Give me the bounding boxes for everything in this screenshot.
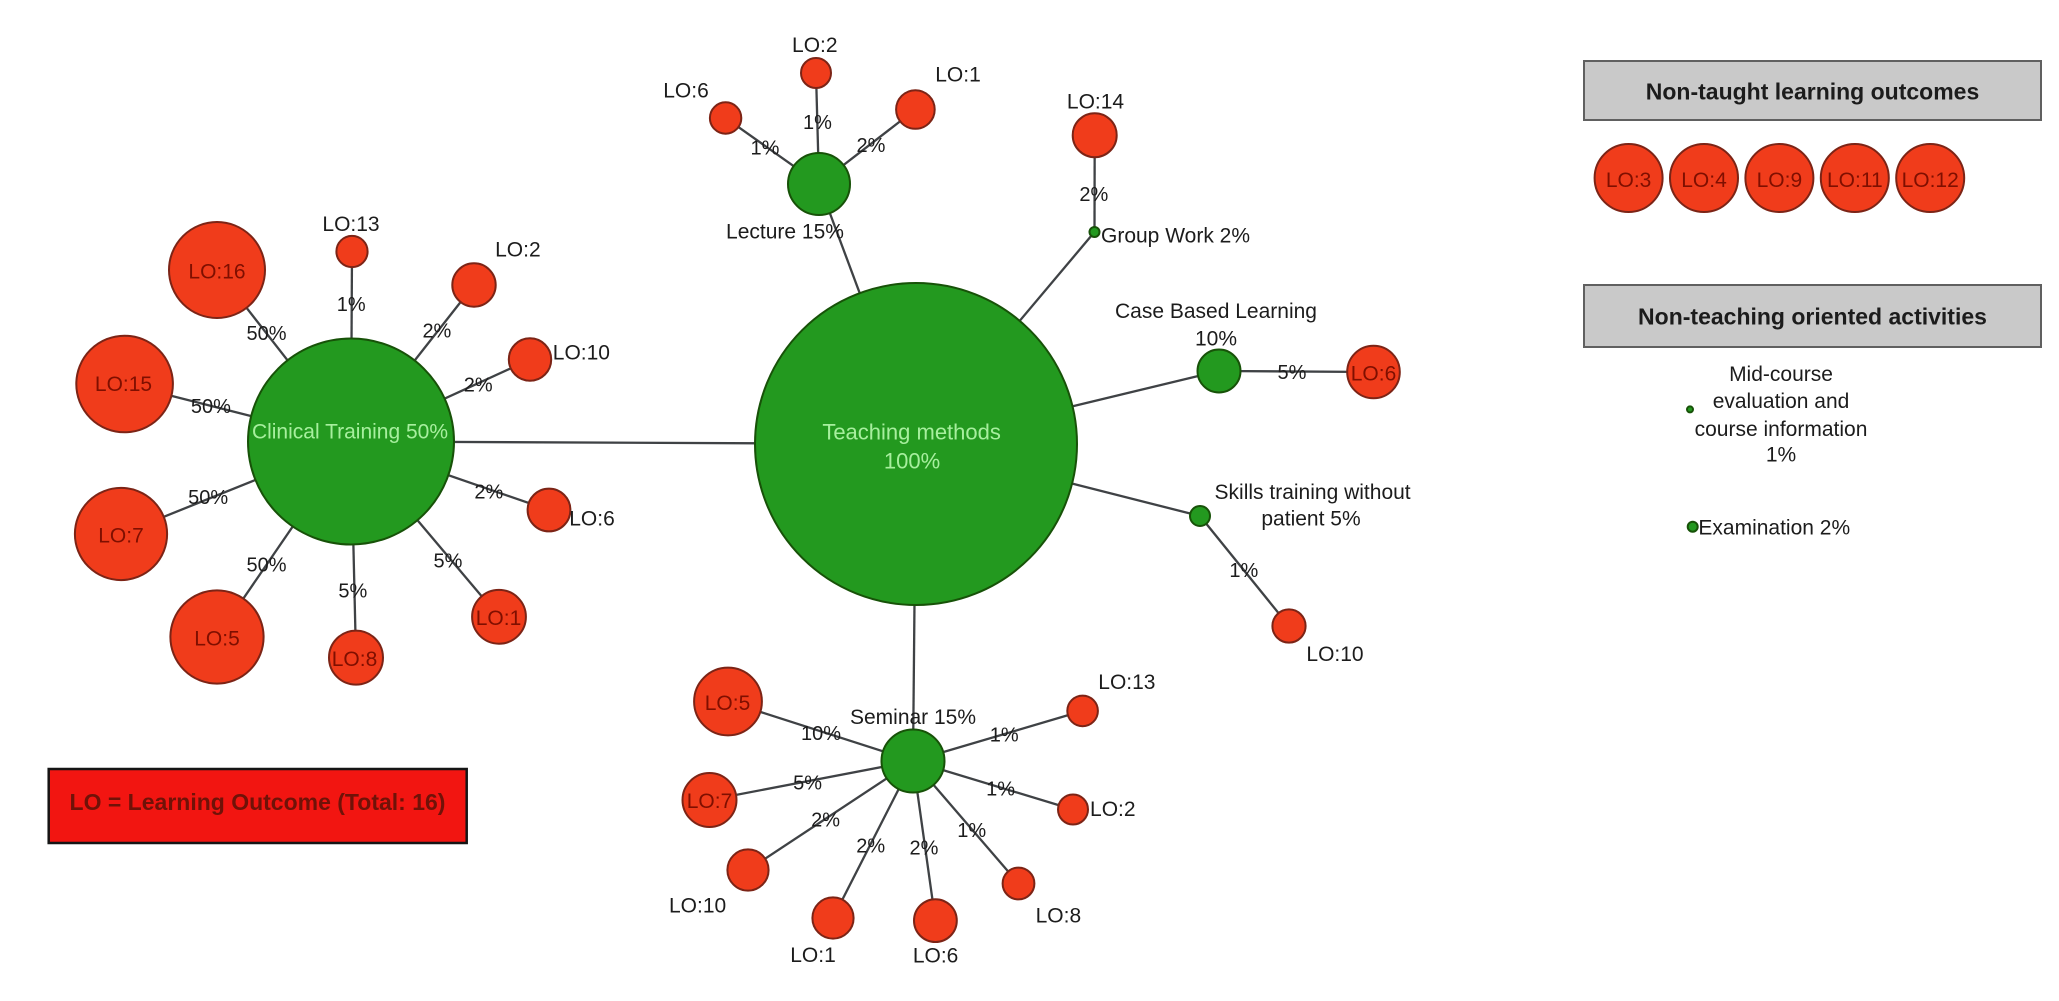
svg-text:LO:4: LO:4 [1681,169,1727,192]
svg-text:Clinical Training 50%: Clinical Training 50% [252,420,448,443]
svg-text:LO:2: LO:2 [495,239,541,262]
svg-text:Non-teaching oriented activiti: Non-teaching oriented activities [1638,304,1987,330]
svg-text:50%: 50% [246,323,286,345]
svg-text:1%: 1% [803,112,832,134]
svg-text:LO:13: LO:13 [322,213,379,236]
svg-text:5%: 5% [1278,362,1307,384]
svg-text:2%: 2% [422,320,451,342]
svg-text:LO:1: LO:1 [476,607,522,630]
svg-text:LO:12: LO:12 [1902,169,1959,192]
svg-text:1%: 1% [1766,444,1796,467]
svg-text:LO:6: LO:6 [663,79,709,102]
svg-text:50%: 50% [188,487,228,509]
svg-text:Mid-course: Mid-course [1729,363,1833,386]
svg-text:LO:6: LO:6 [569,508,615,531]
svg-text:LO:1: LO:1 [935,63,981,86]
svg-text:Skills training without: Skills training without [1215,481,1411,504]
svg-text:LO:7: LO:7 [687,790,733,813]
svg-text:LO:15: LO:15 [95,373,152,396]
svg-text:LO:2: LO:2 [792,34,838,57]
svg-text:course information: course information [1695,418,1868,441]
svg-text:evaluation and: evaluation and [1713,390,1850,413]
svg-text:LO:5: LO:5 [194,627,240,650]
svg-text:100%: 100% [884,449,940,474]
svg-text:2%: 2% [856,836,885,858]
svg-text:2%: 2% [464,374,493,396]
svg-text:1%: 1% [337,294,366,316]
svg-text:LO:9: LO:9 [1757,169,1803,192]
svg-text:2%: 2% [857,135,886,157]
svg-text:Examination 2%: Examination 2% [1698,516,1850,539]
svg-text:LO:5: LO:5 [705,692,751,715]
svg-text:1%: 1% [1229,560,1258,582]
svg-text:LO:3: LO:3 [1606,169,1652,192]
svg-text:2%: 2% [1079,184,1108,206]
svg-text:LO:1: LO:1 [790,944,836,967]
svg-text:LO:6: LO:6 [1351,362,1397,385]
svg-text:5%: 5% [434,551,463,573]
svg-text:2%: 2% [811,809,840,831]
svg-text:1%: 1% [957,820,986,842]
svg-text:LO:10: LO:10 [669,894,726,917]
svg-text:2%: 2% [910,837,939,859]
svg-text:LO:11: LO:11 [1827,169,1883,192]
svg-text:Case Based Learning: Case Based Learning [1115,300,1317,323]
svg-text:LO:14: LO:14 [1067,90,1125,113]
svg-text:LO:16: LO:16 [188,260,245,283]
svg-text:LO:7: LO:7 [98,524,144,547]
svg-text:LO:2: LO:2 [1090,798,1136,821]
svg-text:Teaching methods: Teaching methods [822,420,1001,445]
svg-text:2%: 2% [474,482,503,504]
svg-text:LO:8: LO:8 [332,648,378,671]
svg-text:LO:10: LO:10 [1306,643,1363,666]
svg-text:1%: 1% [986,779,1015,801]
svg-text:5%: 5% [338,581,367,603]
svg-text:LO:6: LO:6 [913,944,959,967]
svg-text:10%: 10% [801,723,841,745]
svg-text:Non-taught learning outcomes: Non-taught learning outcomes [1646,79,1980,105]
svg-text:Group Work 2%: Group Work 2% [1101,224,1250,247]
svg-text:1%: 1% [990,725,1019,747]
svg-text:LO = Learning Outcome (Total:: LO = Learning Outcome (Total: 16) [70,789,446,815]
svg-text:5%: 5% [793,773,822,795]
svg-text:10%: 10% [1195,327,1237,350]
svg-text:50%: 50% [246,554,286,576]
svg-text:Seminar 15%: Seminar 15% [850,706,976,729]
svg-text:50%: 50% [191,396,231,418]
svg-text:LO:8: LO:8 [1036,904,1082,927]
svg-text:patient 5%: patient 5% [1261,507,1360,530]
svg-text:1%: 1% [751,138,780,160]
svg-text:LO:10: LO:10 [553,341,610,364]
svg-text:Lecture 15%: Lecture 15% [726,220,844,243]
svg-text:LO:13: LO:13 [1098,671,1155,694]
